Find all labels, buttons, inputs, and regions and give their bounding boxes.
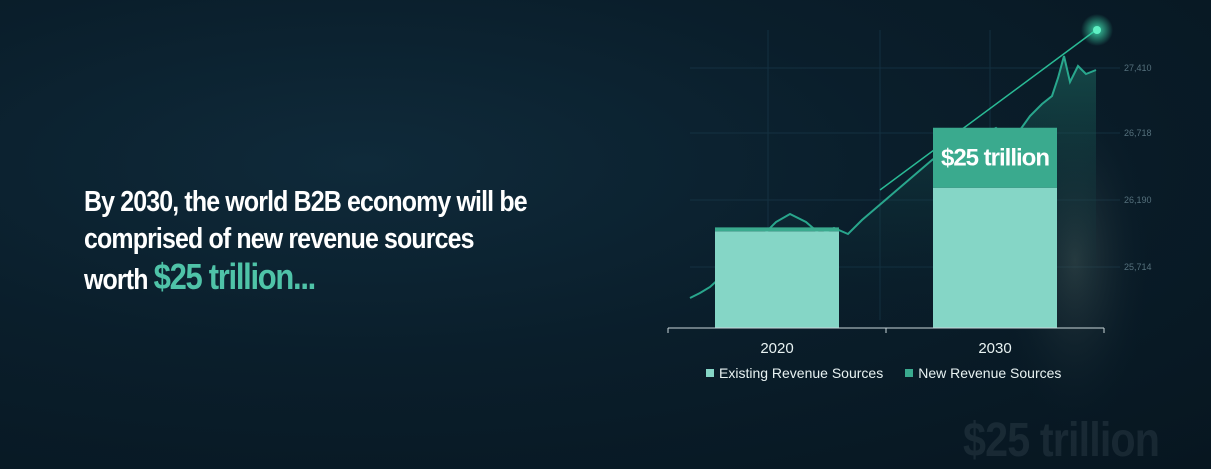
headline-prefix: worth <box>84 264 148 296</box>
bar-2020-new <box>715 227 839 232</box>
headline-line: comprised of new revenue sources <box>84 223 475 255</box>
bar-2030-existing <box>933 187 1057 328</box>
x-tick-label-2030: 2030 <box>978 340 1011 357</box>
bg-tick-label: 25,714 <box>1124 262 1152 272</box>
bar-2030-new <box>933 127 1057 188</box>
x-tick-label-2020: 2020 <box>760 340 793 357</box>
headline-line: worth $25 trillion... <box>84 258 548 299</box>
chart-legend: Existing Revenue Sources New Revenue Sou… <box>706 365 1061 381</box>
bar-annotation: $25 trillion <box>941 145 1049 172</box>
headline: By 2030, the world B2B economy will be c… <box>84 184 548 299</box>
legend-swatch-new <box>905 369 914 377</box>
bg-tick-label: 26,190 <box>1124 195 1152 205</box>
bar-2020-existing <box>715 231 839 328</box>
headline-line: By 2030, the world B2B economy will be <box>84 186 528 218</box>
bg-trend-line <box>879 29 1097 191</box>
legend-item-existing: Existing Revenue Sources <box>706 365 883 381</box>
legend-item-new: New Revenue Sources <box>905 365 1061 381</box>
watermark-text: $25 trillion <box>963 414 1160 467</box>
legend-label-existing: Existing Revenue Sources <box>719 365 884 381</box>
legend-label-new: New Revenue Sources <box>918 365 1062 381</box>
headline-accent: $25 trillion... <box>153 256 317 297</box>
legend-swatch-existing <box>706 369 714 377</box>
bg-tick-label: 26,718 <box>1124 128 1152 138</box>
bg-end-dot <box>1093 26 1101 34</box>
bg-tick-label: 27,410 <box>1124 63 1152 73</box>
